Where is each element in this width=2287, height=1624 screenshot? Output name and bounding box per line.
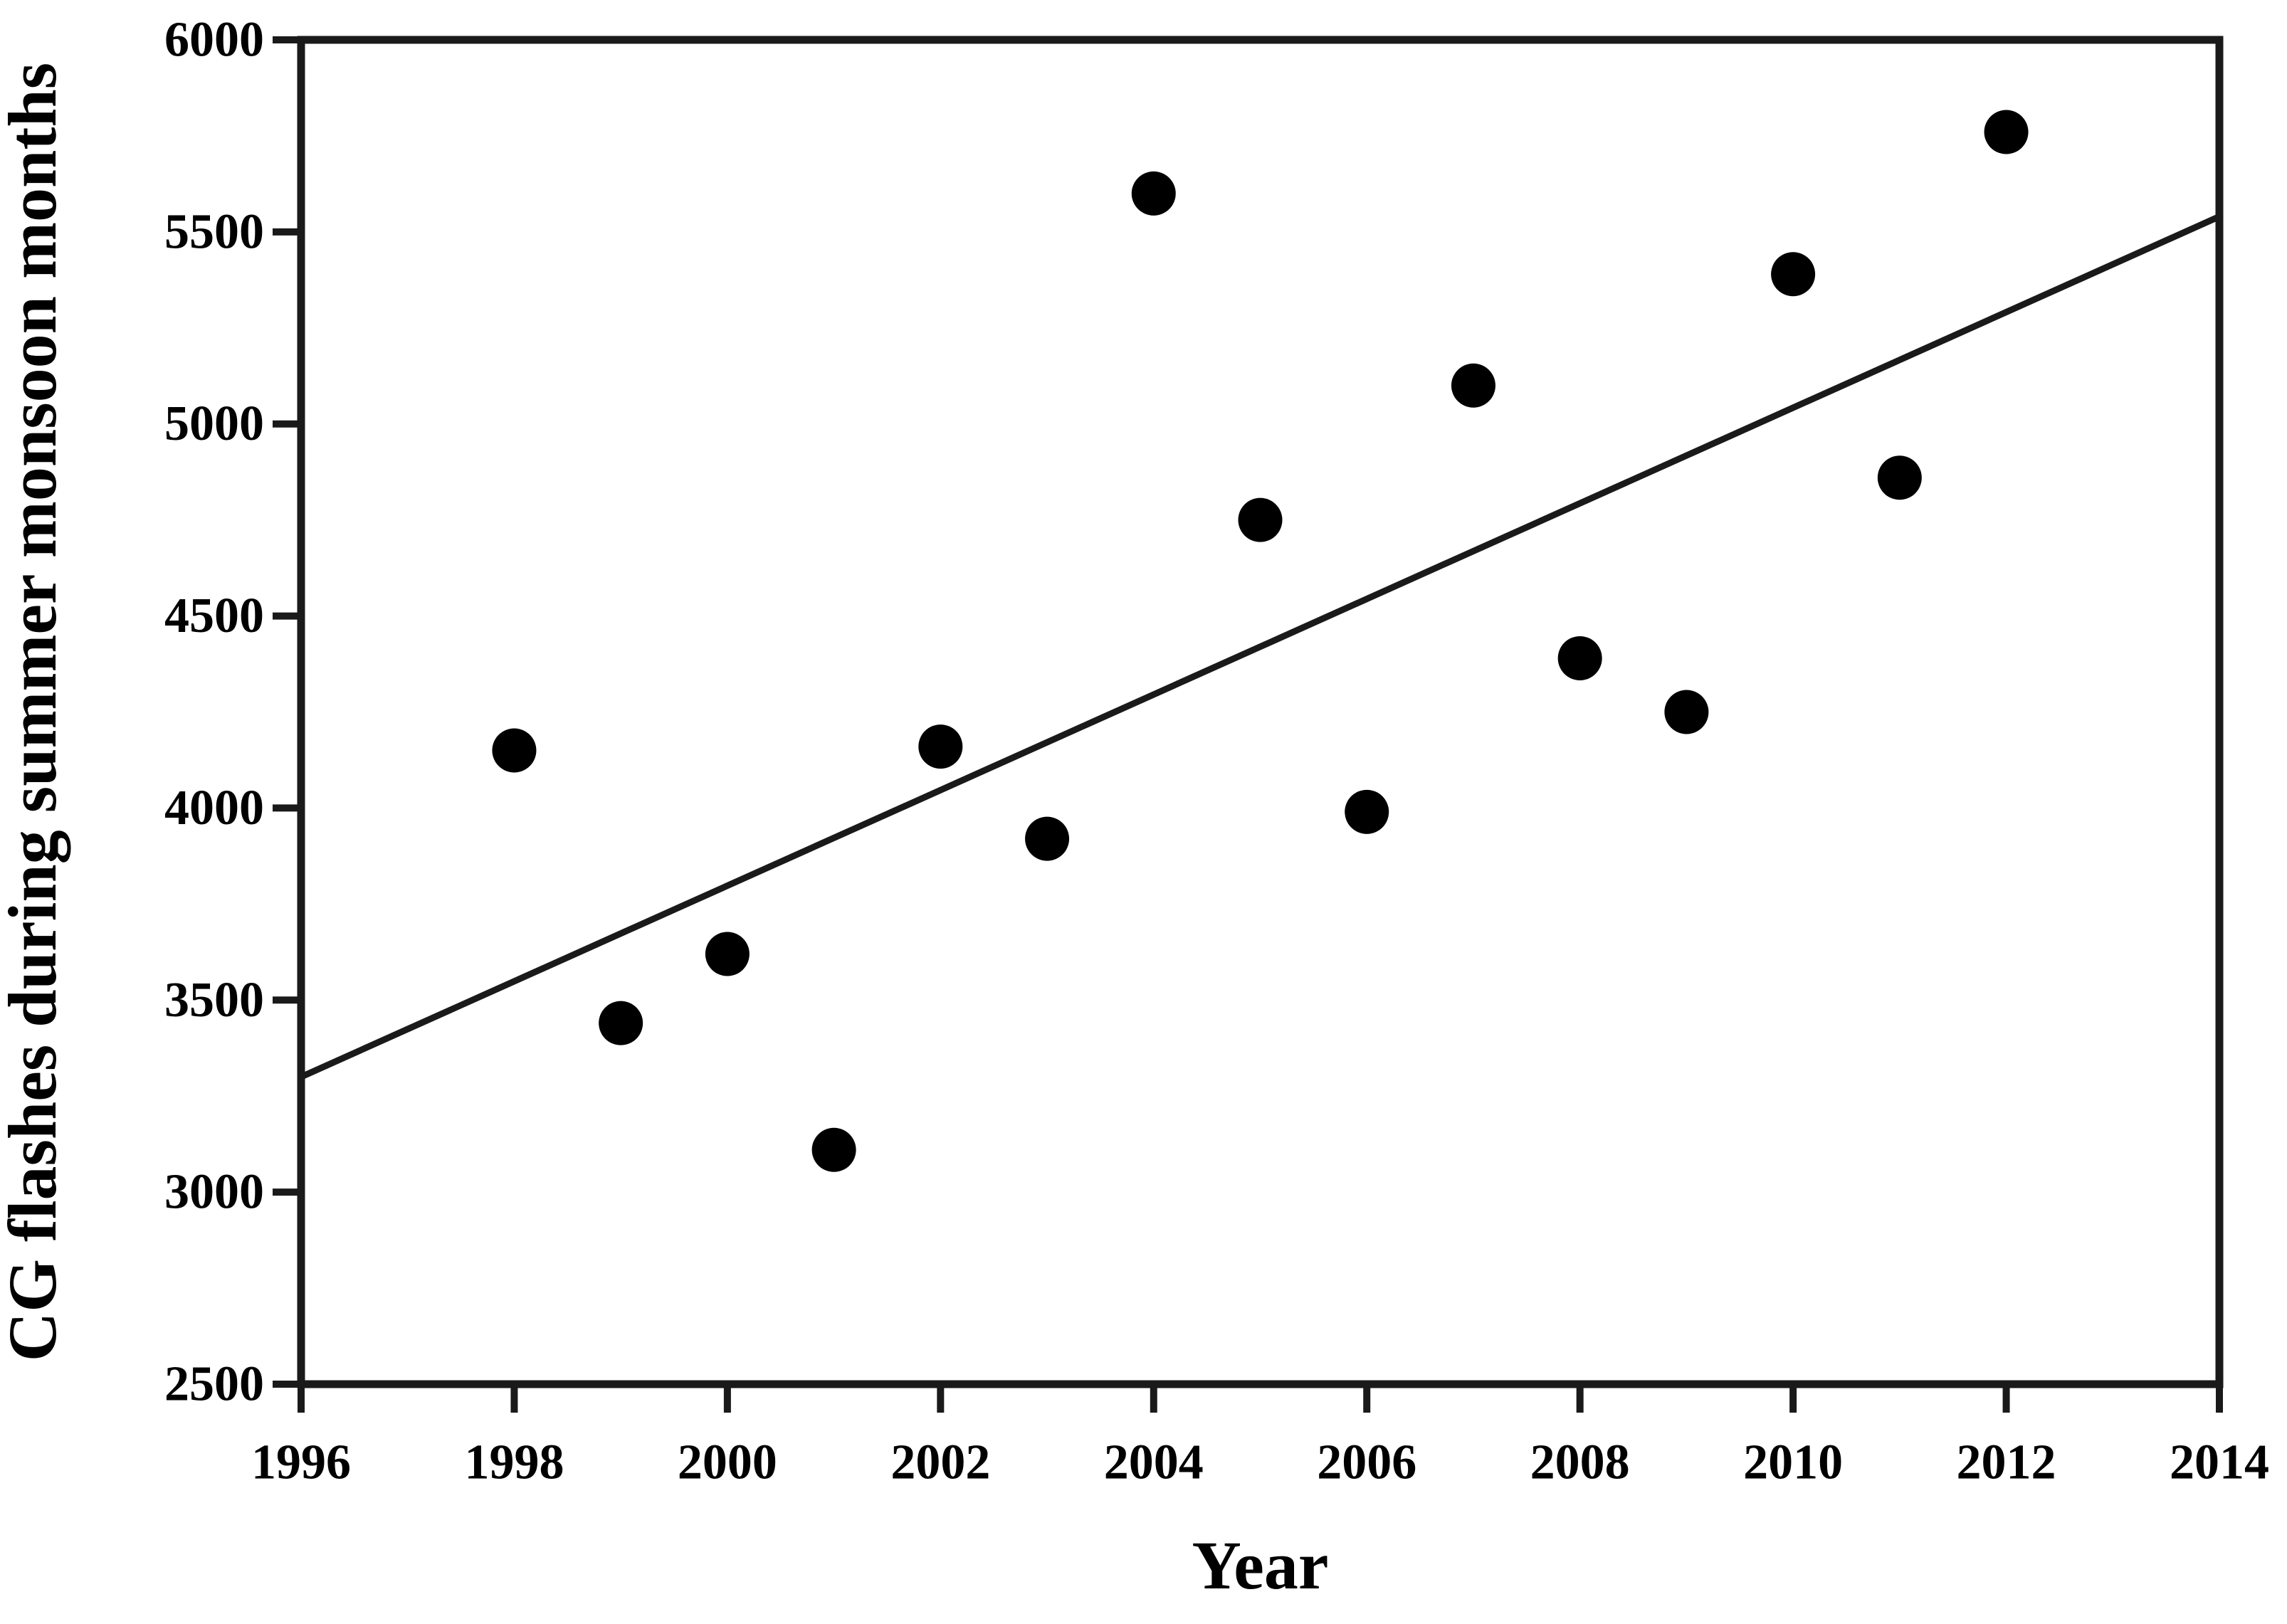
- x-tick-label: 1998: [464, 1435, 564, 1490]
- x-axis-ticks: 1996 1998 2000 2002 2004 2006 2008 2010 2012 2014: [251, 1384, 2269, 1490]
- x-tick-label: 2012: [1957, 1435, 2056, 1490]
- x-tick-label: 2006: [1317, 1435, 1416, 1490]
- y-tick-label: 4500: [164, 589, 264, 643]
- x-tick-label: 2002: [890, 1435, 990, 1490]
- x-tick-label: 2010: [1743, 1435, 1843, 1490]
- data-point-dot: [599, 1001, 643, 1045]
- y-tick-label: 3000: [164, 1165, 264, 1220]
- data-point-dot: [1877, 455, 1922, 500]
- x-tick-label: 2000: [678, 1435, 777, 1490]
- data-point-dot: [492, 728, 537, 773]
- y-tick-label: 6000: [164, 13, 264, 68]
- plot-frame: [297, 36, 2224, 1388]
- data-point-dot: [1557, 636, 1602, 680]
- x-tick-label: 1996: [251, 1435, 351, 1490]
- data-points-group: [492, 110, 2029, 1172]
- trend-line: [300, 213, 2221, 1080]
- x-tick-label: 2008: [1530, 1435, 1630, 1490]
- y-axis-title: CG flashes during summer monsoon months: [0, 63, 70, 1361]
- x-tick-label: 2014: [2170, 1435, 2269, 1490]
- data-point-dot: [1664, 690, 1709, 734]
- y-tick-label: 3500: [164, 973, 264, 1028]
- data-point-dot: [1345, 789, 1389, 834]
- data-point-dot: [1238, 497, 1283, 542]
- data-point-dot: [1131, 171, 1176, 216]
- data-point-dot: [918, 724, 963, 769]
- data-point-dot: [1984, 110, 2029, 154]
- data-point-dot: [1451, 363, 1495, 408]
- data-point-dot: [1025, 816, 1070, 861]
- y-tick-label: 5000: [164, 396, 264, 451]
- y-tick-label: 4000: [164, 781, 264, 835]
- trend-line-group: [300, 213, 2221, 1080]
- y-tick-label: 5500: [164, 204, 264, 259]
- data-point-dot: [811, 1127, 856, 1172]
- x-axis-title: Year: [1192, 1527, 1329, 1603]
- data-point-dot: [705, 932, 750, 976]
- x-tick-label: 2004: [1104, 1435, 1204, 1490]
- y-tick-label: 2500: [164, 1357, 264, 1412]
- y-axis-ticks: 2500 3000 3500 4000 4500 5000 5500 6000: [164, 13, 301, 1412]
- data-point-dot: [1771, 252, 1816, 297]
